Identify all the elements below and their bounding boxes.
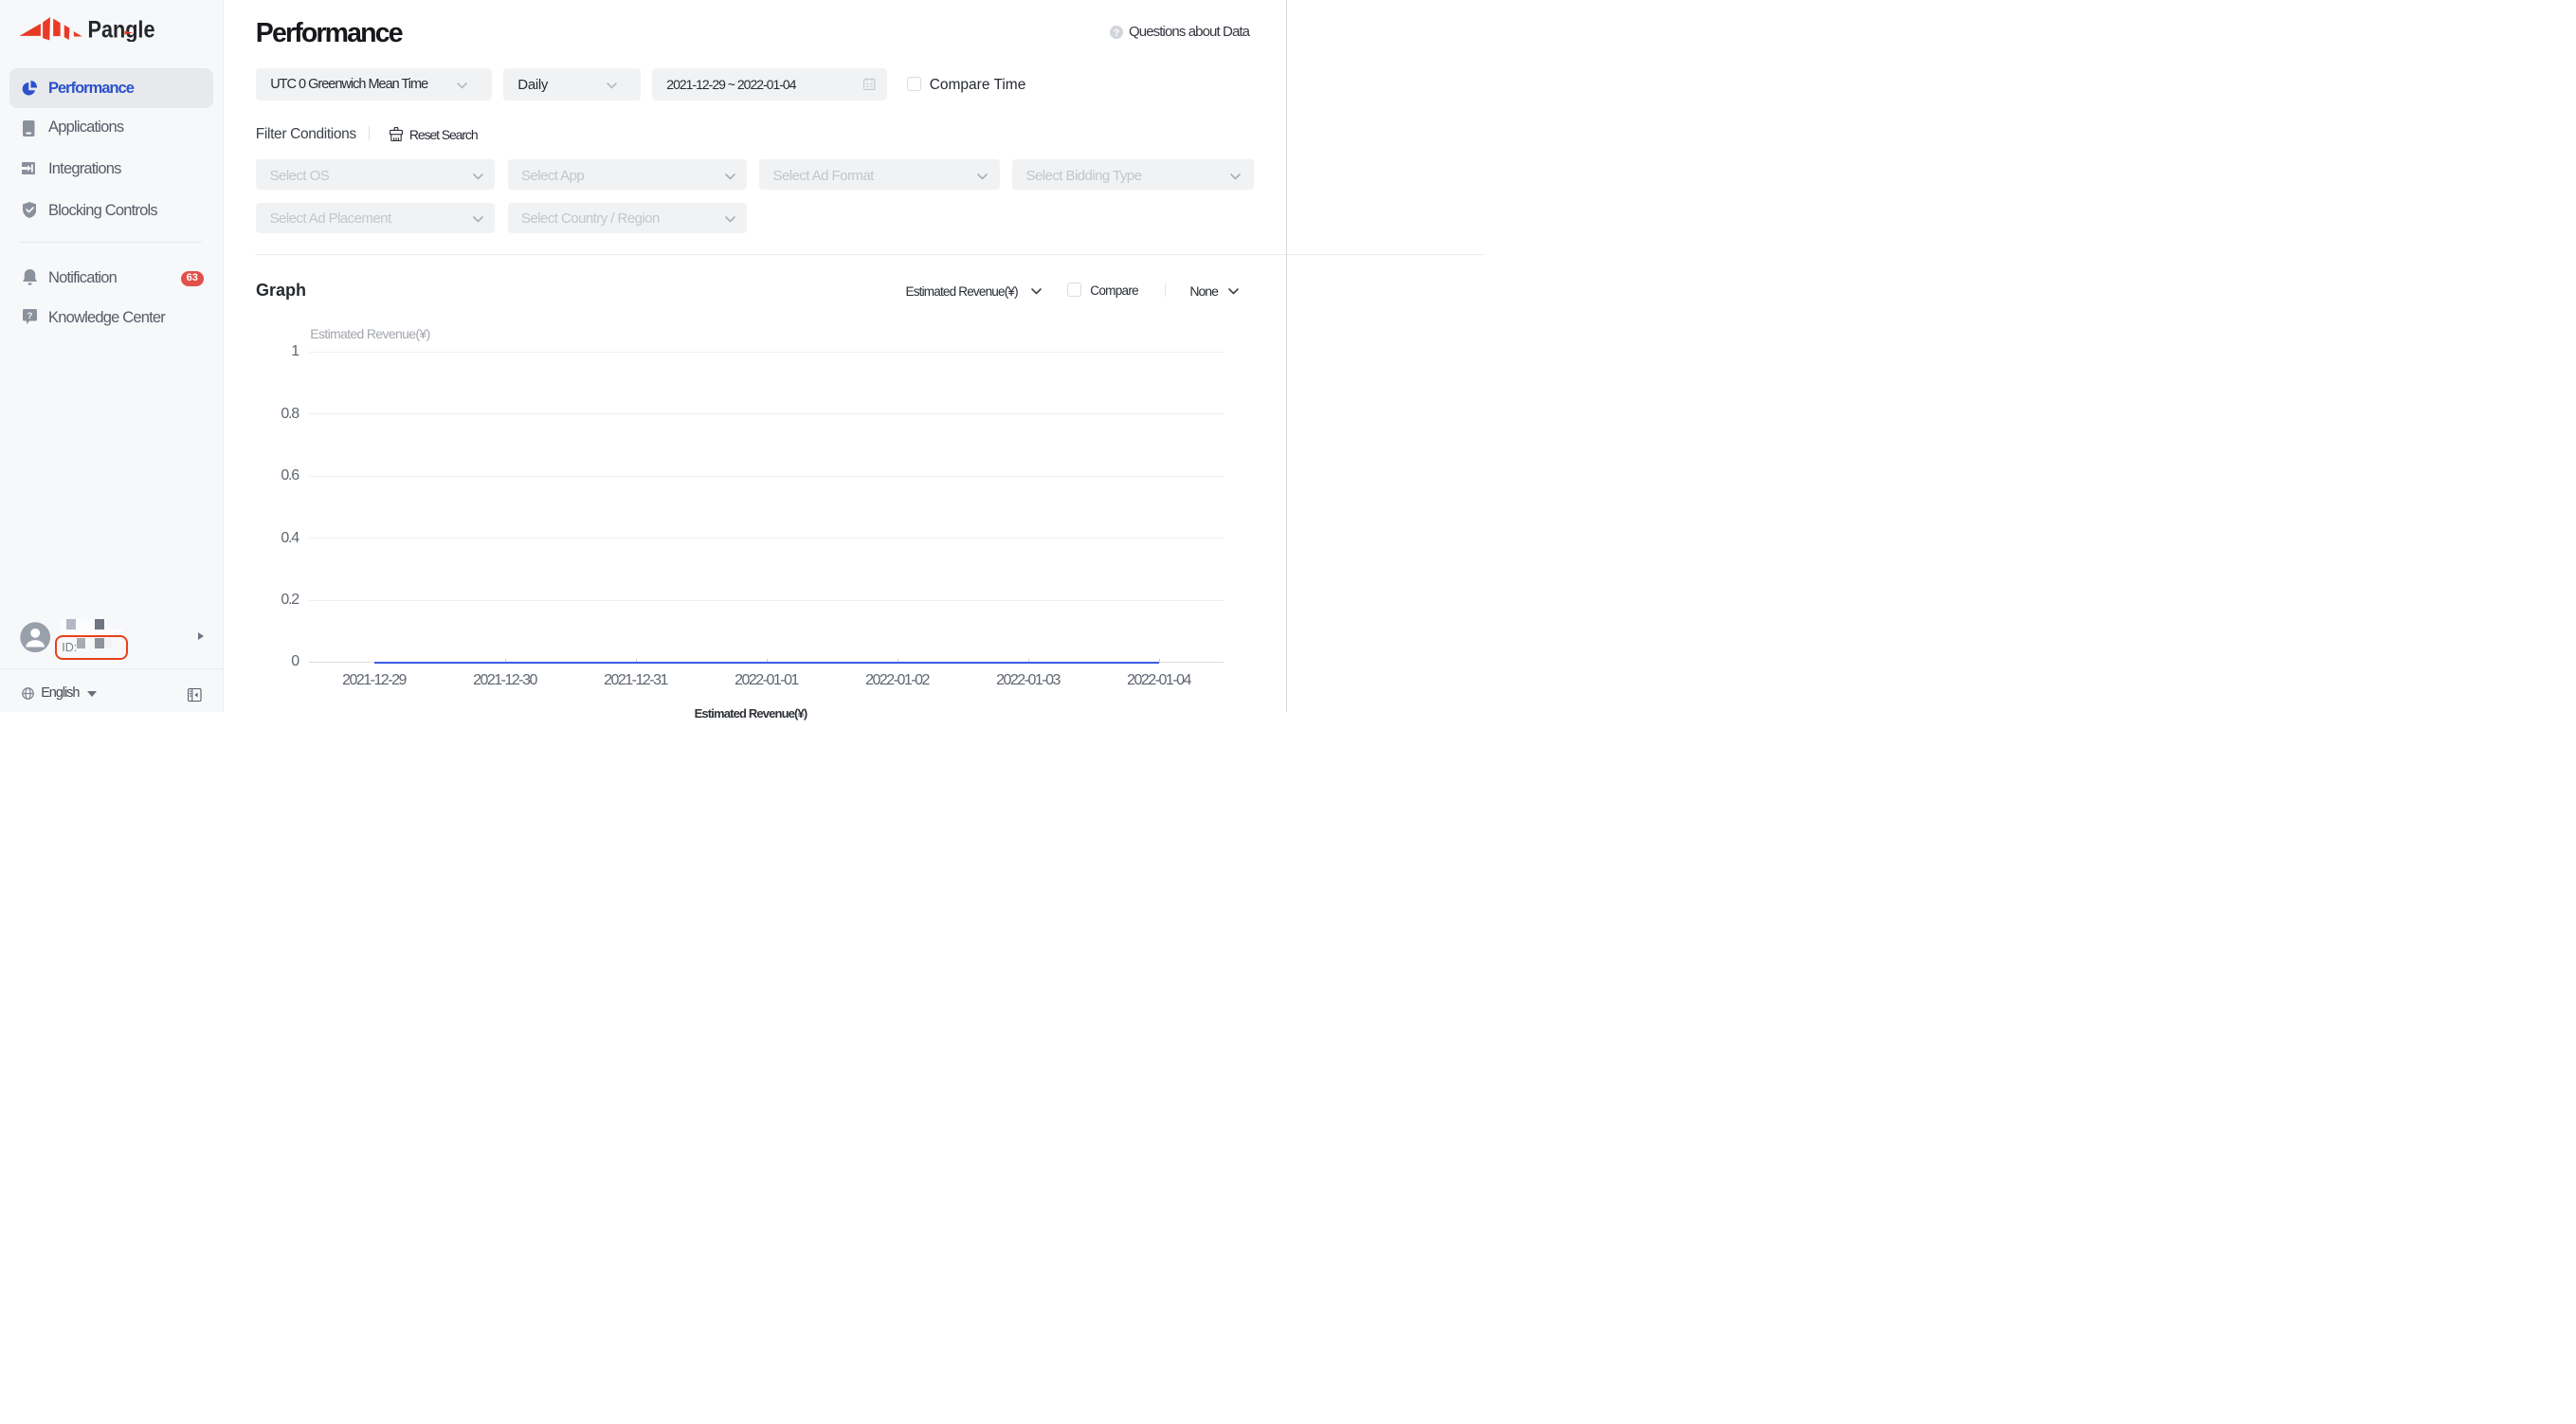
svg-text:Pangle: Pangle (88, 16, 155, 42)
svg-text:?: ? (27, 311, 32, 321)
svg-text:?: ? (1114, 27, 1119, 39)
